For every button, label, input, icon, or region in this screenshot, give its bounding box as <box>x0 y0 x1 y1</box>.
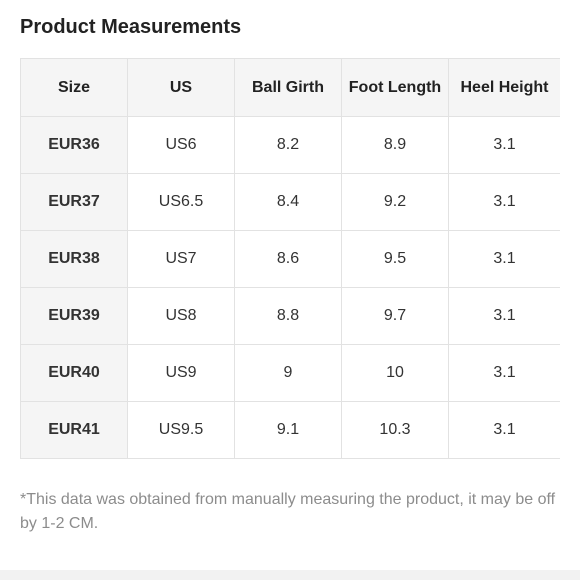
table-row: EUR39 US8 8.8 9.7 3.1 <box>20 287 560 345</box>
foot-length-cell: 9.5 <box>341 230 449 288</box>
ball-girth-cell: 8.4 <box>234 173 342 231</box>
heel-height-cell: 3.1 <box>448 287 560 345</box>
us-cell: US7 <box>127 230 235 288</box>
header-foot-length: Foot Length <box>341 58 449 117</box>
header-heel-height: Heel Height <box>448 58 560 117</box>
ball-girth-cell: 9 <box>234 344 342 402</box>
table-row: EUR40 US9 9 10 3.1 <box>20 344 560 402</box>
table-row: EUR37 US6.5 8.4 9.2 3.1 <box>20 173 560 231</box>
size-cell: EUR36 <box>20 116 128 174</box>
us-cell: US6 <box>127 116 235 174</box>
size-cell: EUR37 <box>20 173 128 231</box>
size-cell: EUR38 <box>20 230 128 288</box>
us-cell: US8 <box>127 287 235 345</box>
size-cell: EUR41 <box>20 401 128 459</box>
foot-length-cell: 8.9 <box>341 116 449 174</box>
page-title: Product Measurements <box>20 16 242 38</box>
header-size: Size <box>20 58 128 117</box>
measurement-disclaimer: *This data was obtained from manually me… <box>20 491 556 532</box>
heel-height-cell: 3.1 <box>448 173 560 231</box>
bottom-divider <box>0 570 580 580</box>
ball-girth-cell: 8.2 <box>234 116 342 174</box>
ball-girth-cell: 9.1 <box>234 401 342 459</box>
table-row: EUR41 US9.5 9.1 10.3 3.1 <box>20 401 560 459</box>
foot-length-cell: 10 <box>341 344 449 402</box>
foot-length-cell: 10.3 <box>341 401 449 459</box>
table-row: EUR38 US7 8.6 9.5 3.1 <box>20 230 560 288</box>
us-cell: US6.5 <box>127 173 235 231</box>
table-header-row: Size US Ball Girth Foot Length Heel Heig… <box>20 58 560 117</box>
size-cell: EUR40 <box>20 344 128 402</box>
foot-length-cell: 9.7 <box>341 287 449 345</box>
header-ball-girth: Ball Girth <box>234 58 342 117</box>
us-cell: US9 <box>127 344 235 402</box>
size-cell: EUR39 <box>20 287 128 345</box>
table-row: EUR36 US6 8.2 8.9 3.1 <box>20 116 560 174</box>
foot-length-cell: 9.2 <box>341 173 449 231</box>
measurements-table: Size US Ball Girth Foot Length Heel Heig… <box>20 58 560 459</box>
header-us: US <box>127 58 235 117</box>
heel-height-cell: 3.1 <box>448 344 560 402</box>
ball-girth-cell: 8.8 <box>234 287 342 345</box>
us-cell: US9.5 <box>127 401 235 459</box>
heel-height-cell: 3.1 <box>448 116 560 174</box>
heel-height-cell: 3.1 <box>448 230 560 288</box>
heel-height-cell: 3.1 <box>448 401 560 459</box>
measurements-table-container: Size US Ball Girth Foot Length Heel Heig… <box>20 58 560 471</box>
ball-girth-cell: 8.6 <box>234 230 342 288</box>
